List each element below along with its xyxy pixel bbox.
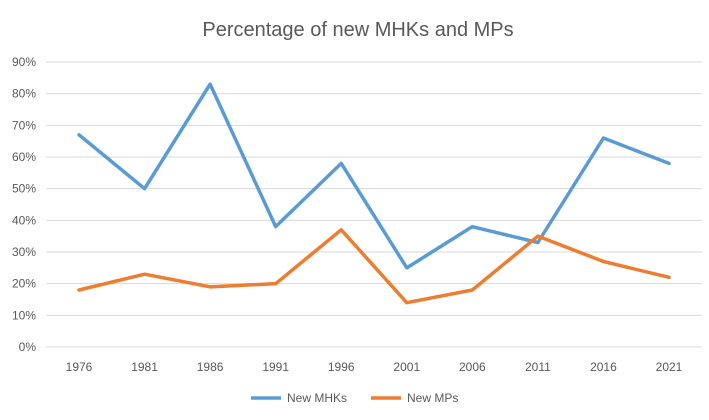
data-point (77, 133, 81, 137)
y-tick-label: 80% (12, 87, 36, 101)
y-tick-label: 0% (19, 340, 37, 354)
legend-item: New MPs (371, 391, 458, 405)
x-tick-label: 1976 (66, 360, 93, 374)
legend-label: New MHKs (287, 391, 347, 405)
data-point (470, 225, 474, 229)
y-tick-label: 60% (12, 150, 36, 164)
x-tick-label: 2021 (656, 360, 683, 374)
data-point (601, 260, 605, 263)
x-tick-label: 1991 (262, 360, 289, 374)
y-tick-label: 90% (12, 55, 36, 69)
x-tick-label: 2006 (459, 360, 486, 374)
y-tick-label: 50% (12, 182, 36, 196)
data-point (77, 288, 81, 292)
data-point (667, 275, 671, 279)
x-tick-label: 2011 (525, 360, 551, 374)
x-tick-label: 2016 (590, 360, 617, 374)
x-tick-label: 1996 (328, 360, 355, 374)
data-point (470, 288, 474, 292)
y-tick-label: 30% (12, 245, 36, 259)
y-tick-label: 40% (12, 213, 36, 227)
data-point (536, 234, 540, 238)
data-point (208, 82, 212, 86)
series-line-new-mps (77, 228, 671, 305)
y-tick-label: 20% (12, 277, 36, 291)
legend-item: New MHKs (251, 391, 347, 405)
x-tick-label: 1986 (197, 360, 224, 374)
data-point (339, 228, 343, 232)
data-point (274, 225, 278, 229)
data-point (536, 241, 540, 244)
data-point (339, 161, 343, 165)
series-line-new-mhks (77, 82, 671, 270)
data-point (405, 266, 409, 270)
data-point (667, 161, 671, 165)
y-tick-label: 10% (12, 308, 36, 322)
x-tick-label: 2001 (393, 360, 420, 374)
y-tick-label: 70% (12, 118, 36, 132)
x-tick-label: 1981 (131, 360, 158, 374)
chart-title: Percentage of new MHKs and MPs (202, 19, 513, 41)
data-point (274, 282, 278, 286)
data-point (208, 285, 212, 289)
data-point (143, 272, 147, 276)
data-point (143, 187, 147, 191)
data-point (405, 301, 409, 305)
legend-label: New MPs (407, 391, 458, 405)
data-point (601, 136, 605, 140)
